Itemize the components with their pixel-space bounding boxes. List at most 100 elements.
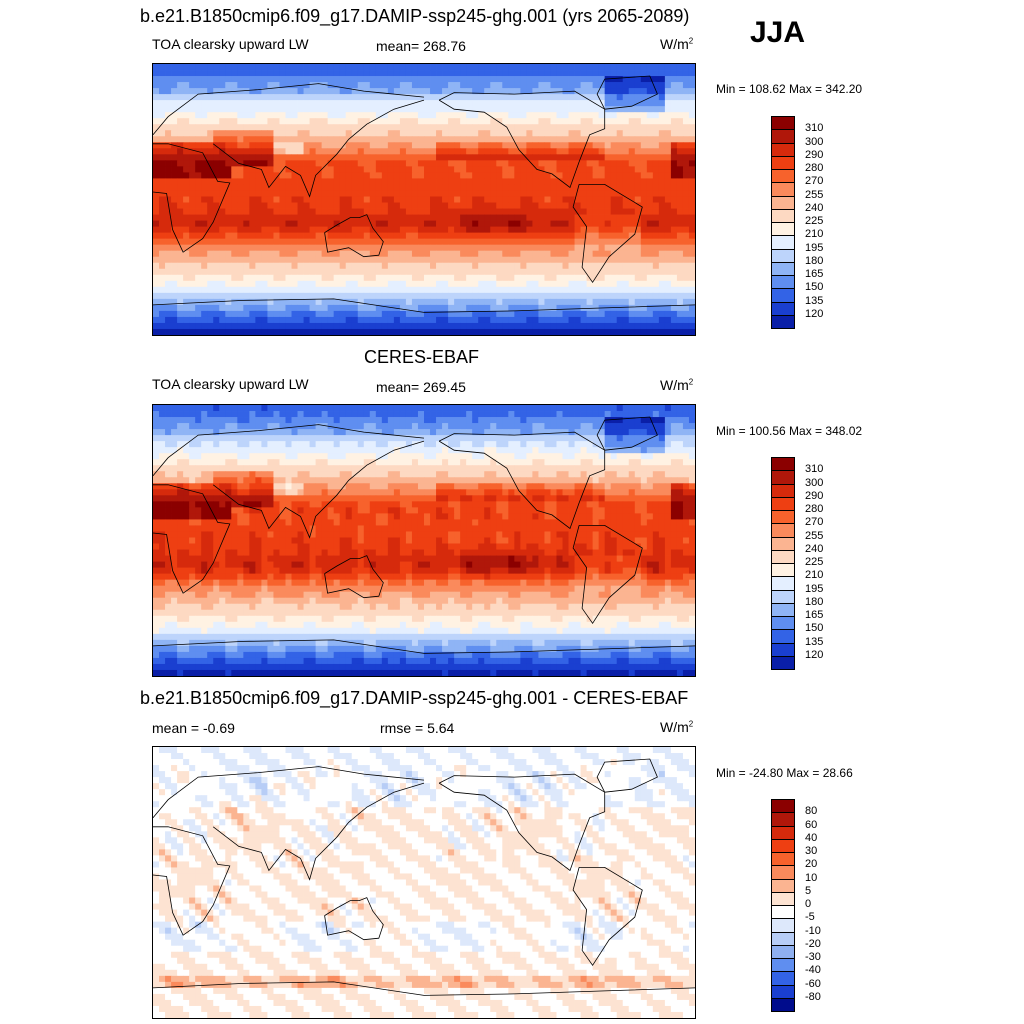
map-cell (153, 238, 160, 246)
map-cell (448, 220, 455, 227)
map-cell (327, 268, 335, 276)
map-cell (580, 106, 587, 113)
map-cell (604, 160, 612, 167)
map-cell (430, 423, 437, 430)
map-cell (430, 130, 437, 137)
map-cell (472, 184, 479, 191)
map-cell (369, 292, 377, 300)
map-cell (568, 148, 575, 155)
map-cell (610, 328, 618, 335)
map-cell (472, 417, 479, 424)
map-cell (634, 82, 642, 89)
map-cell (243, 112, 250, 119)
map-cell (267, 441, 274, 448)
map-cell (165, 244, 172, 252)
map-cell (219, 202, 226, 209)
map-cell (688, 208, 695, 215)
map-cell (514, 160, 521, 167)
map-cell (574, 256, 581, 264)
map-cell (604, 130, 612, 137)
map-cell (508, 459, 515, 466)
map-cell (670, 405, 678, 412)
map-cell (610, 459, 618, 466)
map-cell (610, 322, 618, 330)
map-cell (189, 148, 196, 155)
map-cell (580, 256, 587, 264)
map-cell (387, 154, 395, 161)
map-cell (484, 453, 491, 460)
map-cell (405, 316, 413, 324)
map-cell (321, 160, 329, 167)
map-cell (616, 214, 624, 221)
map-cell (664, 124, 672, 131)
map-cell (532, 238, 539, 246)
map-cell (526, 429, 533, 436)
map-cell (544, 328, 551, 335)
map-cell (195, 459, 202, 466)
map-cell (261, 184, 268, 191)
map-cell (255, 166, 262, 173)
map-cell (490, 322, 497, 330)
map-cell (430, 298, 437, 306)
map-cell (327, 208, 335, 215)
map-cell (436, 429, 443, 436)
map-cell (556, 453, 563, 460)
map-cell (550, 178, 557, 185)
map-cell (520, 453, 527, 460)
map-cell (604, 310, 612, 318)
map-cell (207, 244, 214, 252)
colorbar-swatch (771, 208, 795, 223)
map-cell (219, 262, 226, 270)
map-cell (532, 274, 539, 282)
map-cell (387, 202, 395, 209)
map-cell (442, 453, 449, 460)
map-cell (309, 130, 316, 137)
map-cell (231, 441, 238, 448)
map-cell (243, 130, 250, 137)
map-cell (544, 268, 551, 276)
map-cell (646, 64, 654, 71)
map-cell (237, 232, 244, 240)
map-cell (303, 316, 310, 324)
map-cell (544, 154, 551, 161)
map-cell (339, 82, 347, 89)
map-cell (424, 70, 431, 77)
map-cell (399, 250, 407, 258)
map-cell (604, 429, 612, 436)
map-cell (646, 142, 654, 149)
map-cell (351, 160, 359, 167)
map-cell (201, 250, 208, 258)
map-cell (586, 226, 594, 234)
map-cell (466, 298, 473, 306)
map-cell (580, 441, 587, 448)
map-cell (490, 429, 497, 436)
map-cell (351, 322, 359, 330)
map-cell (502, 88, 509, 95)
map-cell (405, 411, 413, 418)
map-cell (363, 447, 371, 454)
map-cell (586, 94, 594, 101)
map-cell (183, 268, 190, 276)
map-cell (430, 148, 437, 155)
map-cell (436, 130, 443, 137)
map-cell (658, 190, 666, 197)
map-cell (333, 423, 341, 430)
map-cell (442, 124, 449, 131)
map-cell (658, 220, 666, 227)
map-cell (207, 411, 214, 418)
panel2-map (152, 404, 696, 677)
map-cell (430, 429, 437, 436)
map-cell (381, 423, 389, 430)
map-cell (285, 82, 292, 89)
map-cell (381, 202, 389, 209)
map-cell (237, 417, 244, 424)
map-cell (466, 244, 473, 252)
map-cell (411, 405, 419, 412)
map-cell (381, 184, 389, 191)
map-cell (544, 286, 551, 294)
map-cell (628, 172, 636, 179)
map-cell (405, 322, 413, 330)
map-cell (165, 184, 172, 191)
map-cell (291, 286, 298, 294)
map-cell (682, 435, 690, 442)
